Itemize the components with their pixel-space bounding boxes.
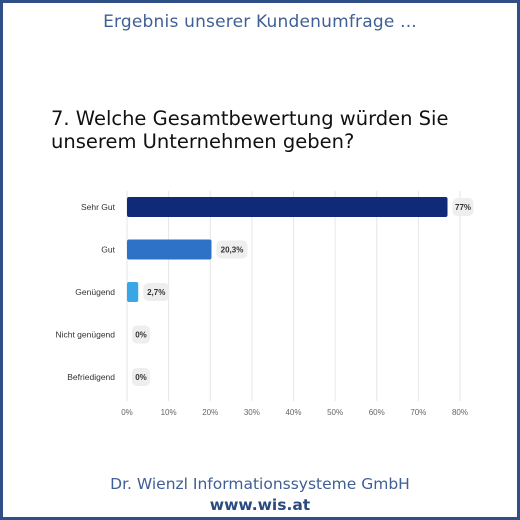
x-tick-label: 0% (121, 408, 133, 417)
labels: 0% 10% 20% 30% 40% 50% 60% 70% 80% Sehr Gut 77% Gut… (55, 198, 474, 417)
bar (127, 239, 212, 260)
value-label: 2,7% (147, 288, 165, 297)
bars (127, 197, 448, 302)
x-tick-label: 30% (244, 408, 260, 417)
value-label-bg (143, 283, 170, 301)
x-tick-label: 10% (161, 408, 177, 417)
x-tick-label: 80% (452, 408, 468, 417)
question-title: 7. Welche Gesamtbewertung würden Sie uns… (51, 107, 449, 153)
value-label: 77% (455, 203, 471, 212)
x-tick-label: 70% (410, 408, 426, 417)
footer-url[interactable]: www.wis.at (209, 496, 311, 514)
x-tick-label: 20% (202, 408, 218, 417)
category-label: Gut (101, 245, 115, 255)
value-label-bg (452, 198, 474, 216)
category-label: Genügend (75, 287, 115, 297)
category-label: Befriedigend (67, 372, 115, 382)
value-label-bg (216, 240, 248, 259)
value-label: 0% (135, 373, 147, 382)
category-label: Nicht genügend (55, 330, 115, 340)
footer-company: Dr. Wienzl Informationssysteme GmbH (110, 475, 410, 493)
value-label-bg (132, 325, 150, 344)
bar (127, 197, 448, 217)
value-label: 0% (135, 331, 147, 340)
value-label: 20,3% (221, 246, 244, 255)
x-tick-label: 60% (369, 408, 385, 417)
bar-chart: 0% 10% 20% 30% 40% 50% 60% 70% 80% Sehr Gut 77% Gut… (55, 191, 474, 417)
x-tick-label: 50% (327, 408, 343, 417)
header-title: Ergebnis unserer Kundenumfrage ... (103, 12, 417, 32)
grid-lines (126, 191, 461, 401)
x-tick-label: 40% (285, 408, 301, 417)
category-label: Sehr Gut (81, 202, 116, 212)
bar (127, 282, 139, 302)
value-label-bg (132, 368, 150, 386)
